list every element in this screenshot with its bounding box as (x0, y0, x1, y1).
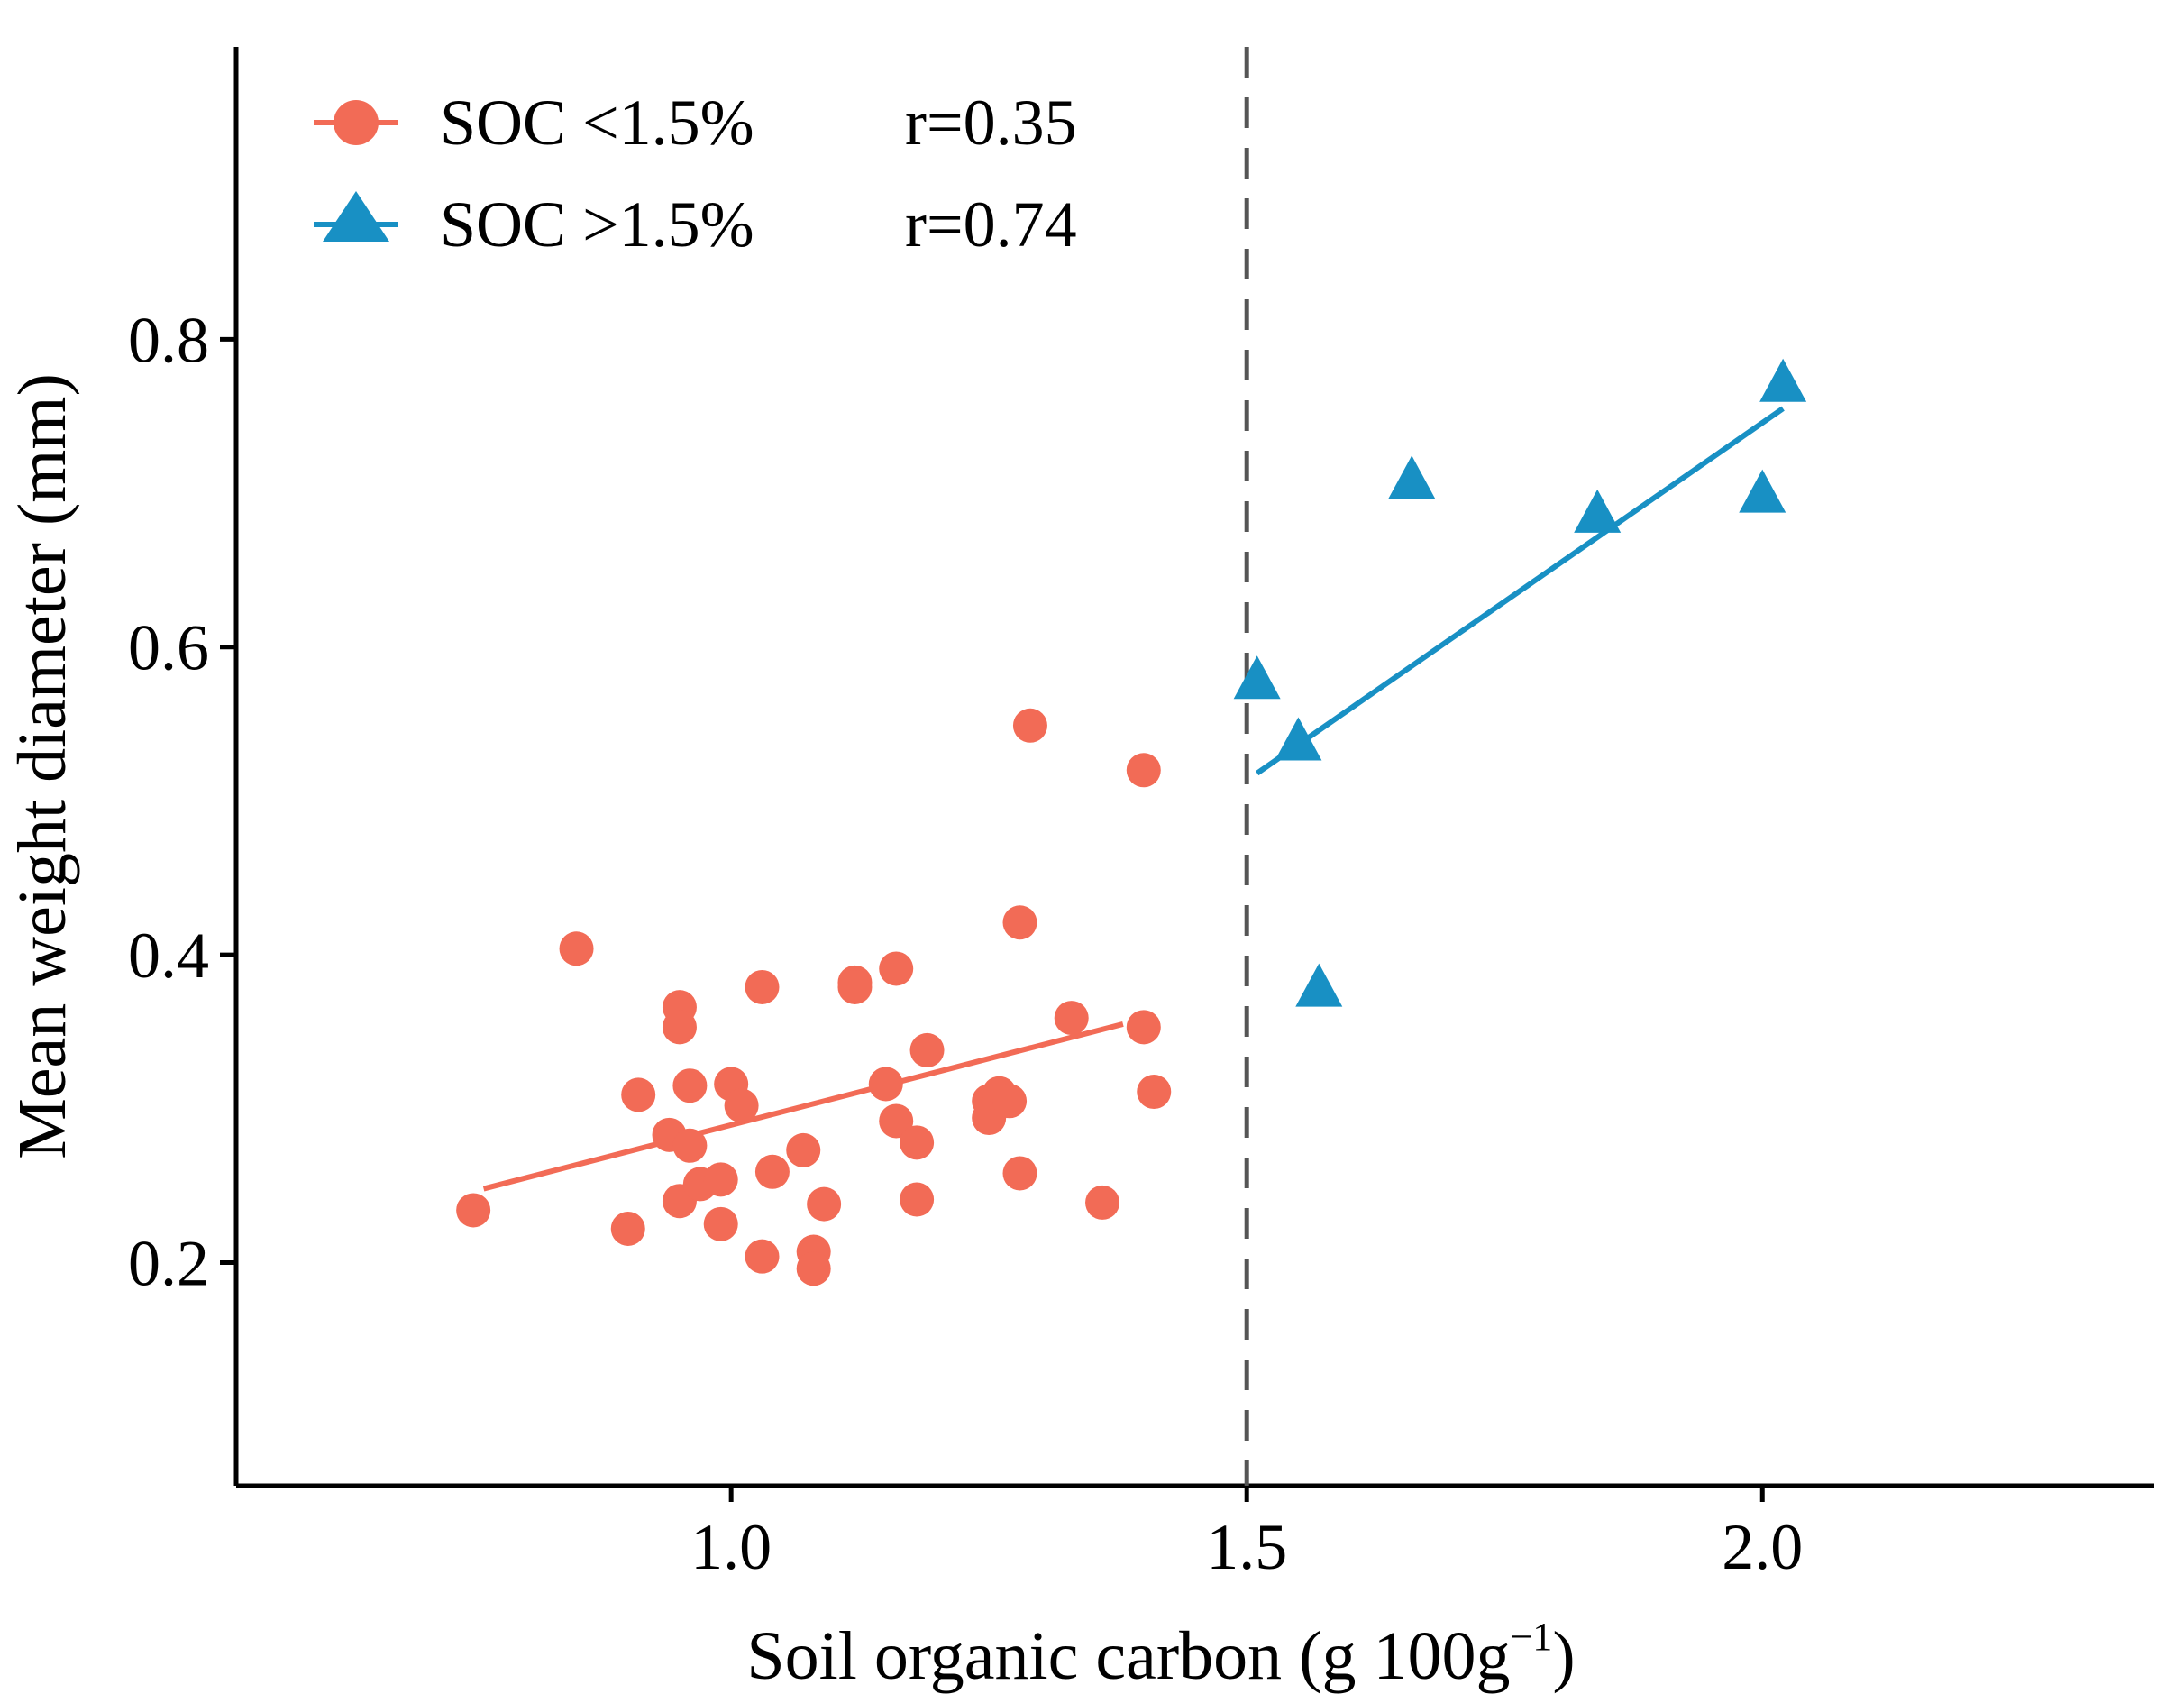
data-point-circle (662, 1010, 697, 1045)
x-tick-label: 1.5 (1206, 1511, 1287, 1583)
data-point-circle (837, 969, 873, 1004)
legend-r-low-soc: r=0.35 (905, 87, 1077, 159)
data-point-circle (724, 1088, 759, 1123)
y-tick-label: 0.4 (128, 920, 209, 992)
legend-entry-low-soc: SOC <1.5% r=0.35 (314, 87, 1077, 159)
y-tick-label: 0.2 (128, 1227, 209, 1299)
y-ticks: 0.2 0.4 0.6 0.8 (128, 304, 236, 1299)
data-point-circle (879, 1103, 914, 1139)
data-point-circle (456, 1193, 491, 1228)
legend-r-high-soc: r=0.74 (905, 188, 1077, 261)
data-point-circle (621, 1077, 656, 1112)
data-point-circle (992, 1084, 1028, 1119)
x-ticks: 1.0 1.5 2.0 (690, 1486, 1803, 1583)
y-tick-label: 0.6 (128, 612, 209, 684)
legend-label-low-soc: SOC <1.5% (440, 87, 754, 159)
x-axis-title-sup: −1 (1510, 1615, 1552, 1659)
data-point-circle (909, 1032, 945, 1067)
data-point-circle (559, 931, 594, 966)
data-point-circle (703, 1162, 738, 1197)
data-point-circle (1012, 708, 1047, 743)
data-point-circle (745, 969, 780, 1004)
plot-area: 0.2 0.4 0.6 0.8 1.0 1.5 2.0 (128, 47, 2154, 1583)
x-tick-label: 1.0 (690, 1511, 772, 1583)
legend-label-high-soc: SOC >1.5% (440, 188, 754, 261)
legend-triangle-icon (323, 191, 389, 242)
x-axis-title: Soil organic carbon (g 100g−1) (746, 1615, 1575, 1694)
data-points (456, 358, 1807, 1286)
y-tick-label: 0.8 (128, 304, 209, 376)
x-axis-title-main: Soil organic carbon (g 100g (746, 1618, 1510, 1694)
y-axis-title: Mean weight diameter (mm) (5, 373, 80, 1159)
x-axis-title-close: ) (1552, 1618, 1575, 1694)
data-point-triangle (1759, 358, 1807, 402)
legend-entry-high-soc: SOC >1.5% r=0.74 (314, 188, 1077, 261)
data-point-circle (1002, 1156, 1037, 1191)
data-point-circle (879, 951, 914, 986)
data-point-circle (672, 1128, 708, 1163)
legend-circle-icon (334, 100, 379, 145)
fit-line-series-1 (482, 1021, 1124, 1192)
data-point-triangle (1233, 655, 1281, 700)
data-point-triangle (1574, 489, 1622, 533)
data-point-circle (868, 1067, 903, 1102)
data-point-circle (807, 1186, 842, 1222)
data-point-circle (672, 1068, 708, 1103)
data-point-triangle (1388, 455, 1436, 499)
fit-line-series-2 (1255, 406, 1785, 776)
data-point-circle (1137, 1075, 1172, 1110)
data-point-circle (1085, 1185, 1120, 1220)
data-point-circle (610, 1211, 645, 1246)
data-point-circle (745, 1239, 780, 1274)
data-point-circle (900, 1125, 935, 1160)
data-point-circle (1126, 753, 1161, 788)
data-point-circle (796, 1251, 831, 1286)
data-point-circle (900, 1182, 935, 1217)
data-point-circle (1002, 905, 1037, 940)
data-point-circle (1126, 1010, 1161, 1045)
x-tick-label: 2.0 (1722, 1511, 1803, 1583)
data-point-triangle (1295, 963, 1343, 1007)
data-point-circle (786, 1132, 821, 1167)
data-point-triangle (1275, 717, 1322, 761)
data-point-circle (1054, 1001, 1089, 1036)
data-point-circle (754, 1154, 790, 1189)
data-point-triangle (1739, 469, 1786, 513)
legend: SOC <1.5% r=0.35 SOC >1.5% r=0.74 (314, 87, 1077, 261)
fit-lines (482, 406, 1785, 1192)
data-point-circle (703, 1206, 738, 1241)
